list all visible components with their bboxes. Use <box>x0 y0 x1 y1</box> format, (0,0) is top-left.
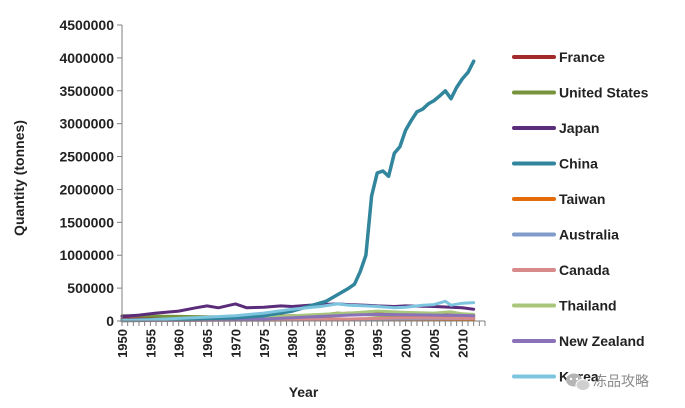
y-tick-label: 2500000 <box>59 149 114 165</box>
y-tick-label: 0 <box>106 313 114 329</box>
y-tick-label: 2000000 <box>59 181 114 197</box>
legend-label-china: China <box>559 156 598 172</box>
legend: France United States Japan China Taiwan Austr… <box>512 49 649 385</box>
y-axis-title: Quantity (tonnes) <box>11 120 27 236</box>
x-tick-label: 1975 <box>257 329 272 358</box>
y-ticks: 0 500000 1000000 1500000 2000000 2500000 30000… <box>59 17 122 329</box>
y-tick-label: 4500000 <box>59 17 114 33</box>
x-tick-label: 1970 <box>228 329 243 358</box>
x-tick-label: 1995 <box>370 329 385 358</box>
x-tick-label: 1965 <box>200 329 215 358</box>
x-axis-title: Year <box>289 384 319 400</box>
series-line-korea <box>120 299 476 322</box>
plot-lines <box>120 59 476 323</box>
legend-label-canada: Canada <box>559 262 610 278</box>
legend-label-japan: Japan <box>559 120 599 136</box>
legend-label-thailand: Thailand <box>559 298 617 314</box>
watermark: 冻品攻略 <box>566 373 649 391</box>
y-tick-label: 3000000 <box>59 116 114 132</box>
x-tick-label: 1950 <box>115 329 130 358</box>
wechat-icon <box>566 373 591 391</box>
x-ticks: 1950 1955 1960 1965 1970 1975 1980 1985 1990 1995… <box>115 321 486 358</box>
x-tick-label: 2010 <box>455 329 470 358</box>
x-tick-label: 1960 <box>172 329 187 358</box>
legend-label-new-zealand: New Zealand <box>559 333 645 349</box>
legend-label-taiwan: Taiwan <box>559 191 605 207</box>
x-tick-label: 1955 <box>143 329 158 358</box>
y-tick-label: 1500000 <box>59 214 114 230</box>
y-tick-label: 500000 <box>67 280 114 296</box>
legend-label-france: France <box>559 49 605 65</box>
y-tick-label: 1000000 <box>59 247 114 263</box>
legend-label-united-states: United States <box>559 85 649 101</box>
series-line-china <box>120 59 476 323</box>
y-tick-label: 3500000 <box>59 83 114 99</box>
x-tick-label: 1980 <box>285 329 300 358</box>
y-tick-label: 4000000 <box>59 50 114 66</box>
series-line-new-zealand <box>120 312 476 323</box>
x-tick-label: 2005 <box>427 329 442 358</box>
x-tick-label: 2000 <box>399 329 414 358</box>
legend-label-australia: Australia <box>559 227 619 243</box>
axes <box>121 25 485 322</box>
watermark-text: 冻品攻略 <box>593 373 649 389</box>
x-tick-label: 1990 <box>342 329 357 358</box>
x-tick-label: 1985 <box>314 329 329 358</box>
